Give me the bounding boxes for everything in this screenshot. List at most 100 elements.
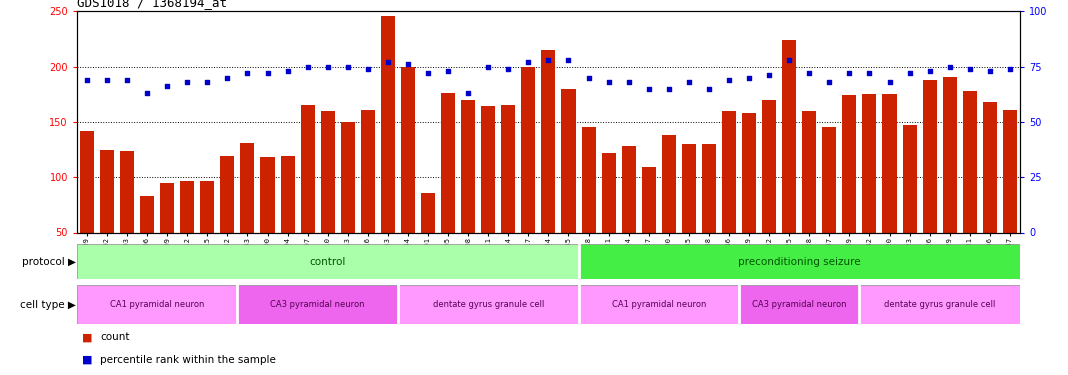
Point <box>340 63 357 70</box>
Point <box>78 77 95 83</box>
Point <box>781 57 798 63</box>
Text: CA1 pyramidal neuron: CA1 pyramidal neuron <box>612 300 706 309</box>
Text: count: count <box>100 333 130 342</box>
Bar <box>802 111 816 288</box>
Bar <box>581 128 596 288</box>
Bar <box>579 285 739 324</box>
Bar <box>482 106 496 288</box>
Bar <box>237 285 398 324</box>
Bar <box>220 156 234 288</box>
Bar <box>461 100 475 288</box>
Bar <box>662 135 676 288</box>
Bar <box>863 94 877 288</box>
Point <box>98 77 115 83</box>
Point <box>258 70 276 76</box>
Point <box>821 79 838 85</box>
Text: control: control <box>310 256 346 267</box>
Bar <box>240 143 254 288</box>
Point <box>660 86 677 92</box>
Point <box>801 70 818 76</box>
Point <box>1002 66 1019 72</box>
Bar <box>843 95 857 288</box>
Point <box>580 75 597 81</box>
Point <box>379 59 396 65</box>
Bar <box>541 50 555 288</box>
Point <box>239 70 256 76</box>
Point <box>459 90 476 96</box>
Bar <box>261 157 274 288</box>
Point <box>440 68 457 74</box>
Bar <box>441 93 455 288</box>
Bar <box>77 285 237 324</box>
Bar <box>923 80 937 288</box>
Bar <box>201 180 215 288</box>
Bar <box>320 111 334 288</box>
Point <box>981 68 999 74</box>
Text: dentate gyrus granule cell: dentate gyrus granule cell <box>884 300 995 309</box>
Bar <box>722 111 736 288</box>
Point <box>680 79 697 85</box>
Text: ■: ■ <box>82 333 93 342</box>
Text: GDS1018 / 1368194_at: GDS1018 / 1368194_at <box>77 0 226 9</box>
Point <box>921 68 938 74</box>
Point <box>701 86 718 92</box>
Bar <box>77 244 579 279</box>
Point <box>740 75 757 81</box>
Point <box>319 63 336 70</box>
Bar <box>579 244 1020 279</box>
Point <box>640 86 657 92</box>
Point <box>480 63 497 70</box>
Point <box>901 70 918 76</box>
Point <box>359 66 376 72</box>
Point <box>520 59 537 65</box>
Bar <box>739 285 860 324</box>
Point <box>600 79 617 85</box>
Text: cell type ▶: cell type ▶ <box>20 300 76 310</box>
Point <box>219 75 236 81</box>
Point <box>279 68 296 74</box>
Point <box>560 57 577 63</box>
Bar <box>983 102 996 288</box>
Bar <box>400 67 415 288</box>
Text: ■: ■ <box>82 355 93 365</box>
Bar <box>642 167 656 288</box>
Bar <box>622 146 635 288</box>
Text: percentile rank within the sample: percentile rank within the sample <box>100 355 277 365</box>
Bar <box>962 91 977 288</box>
Bar <box>882 94 896 288</box>
Point <box>119 77 136 83</box>
Bar <box>702 144 716 288</box>
Point <box>500 66 517 72</box>
Bar <box>943 76 957 288</box>
Point <box>178 79 195 85</box>
Bar <box>601 153 615 288</box>
Point <box>139 90 156 96</box>
Bar <box>160 183 174 288</box>
Bar <box>398 285 579 324</box>
Text: dentate gyrus granule cell: dentate gyrus granule cell <box>433 300 544 309</box>
Bar <box>300 105 315 288</box>
Bar <box>860 285 1020 324</box>
Bar <box>782 40 797 288</box>
Point <box>621 79 638 85</box>
Text: CA1 pyramidal neuron: CA1 pyramidal neuron <box>110 300 204 309</box>
Point <box>961 66 978 72</box>
Bar <box>501 105 516 288</box>
Bar <box>341 122 355 288</box>
Bar <box>562 89 576 288</box>
Bar <box>361 110 375 288</box>
Point <box>299 63 316 70</box>
Bar <box>521 67 535 288</box>
Point <box>941 63 958 70</box>
Text: CA3 pyramidal neuron: CA3 pyramidal neuron <box>270 300 365 309</box>
Bar <box>763 100 776 288</box>
Bar <box>1003 110 1017 288</box>
Bar <box>822 128 836 288</box>
Bar <box>140 196 154 288</box>
Point <box>861 70 878 76</box>
Point <box>199 79 216 85</box>
Text: CA3 pyramidal neuron: CA3 pyramidal neuron <box>752 300 847 309</box>
Bar <box>381 16 395 288</box>
Bar <box>681 144 696 288</box>
Point <box>539 57 557 63</box>
